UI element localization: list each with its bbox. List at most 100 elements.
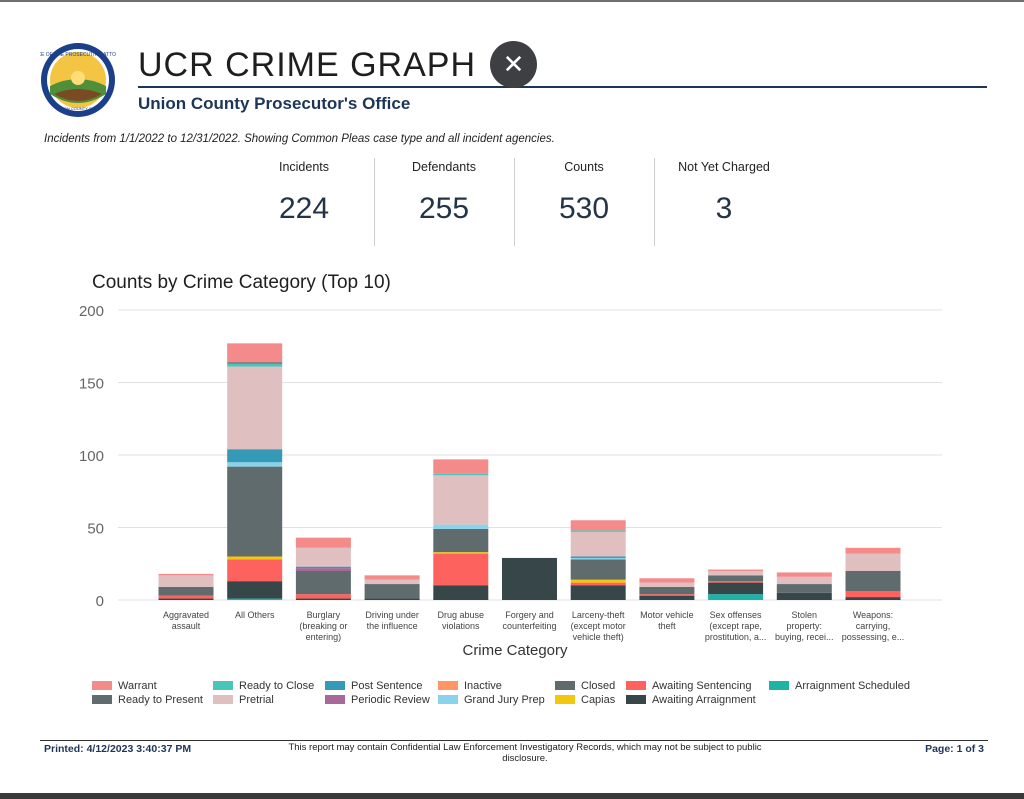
bar-segment bbox=[776, 584, 832, 593]
bar-segment bbox=[845, 553, 901, 571]
bar-segment bbox=[708, 581, 764, 583]
bar-segment bbox=[639, 578, 695, 583]
legend-item[interactable]: Grand Jury Prep bbox=[438, 694, 545, 706]
bar-segment bbox=[570, 530, 626, 532]
x-tick-label: Motor vehicle bbox=[640, 610, 694, 620]
x-tick-label: theft bbox=[658, 621, 676, 631]
x-tick-label: All Others bbox=[235, 610, 275, 620]
legend-item[interactable]: Periodic Review bbox=[325, 694, 430, 706]
legend-swatch bbox=[626, 680, 646, 690]
filter-description: Incidents from 1/1/2022 to 12/31/2022. S… bbox=[44, 133, 555, 145]
bar-segment bbox=[158, 595, 214, 599]
legend-item[interactable]: Arraignment Scheduled bbox=[769, 680, 910, 692]
legend-label: Closed bbox=[581, 680, 616, 692]
kpi-defendants: Defendants 255 bbox=[374, 156, 514, 248]
bar-segment bbox=[502, 557, 557, 600]
legend-item[interactable]: Warrant bbox=[92, 680, 157, 692]
bar-segment bbox=[776, 572, 832, 577]
legend-swatch bbox=[92, 694, 112, 704]
bar-segment bbox=[295, 537, 351, 548]
bar-segment bbox=[570, 582, 626, 586]
bar-segment bbox=[708, 571, 764, 576]
bar-segment bbox=[708, 594, 764, 600]
legend-label: Awaiting Arraignment bbox=[652, 694, 756, 706]
y-tick-label: 150 bbox=[79, 376, 104, 393]
legend-item[interactable]: Awaiting Sentencing bbox=[626, 680, 751, 692]
bar-segment bbox=[433, 552, 489, 554]
x-tick-label: Drug abuse bbox=[438, 610, 485, 620]
bar-segment bbox=[158, 575, 214, 587]
bar-segment bbox=[433, 473, 489, 476]
x-tick-label: (except rape, bbox=[709, 621, 762, 631]
printed-timestamp: Printed: 4/12/2023 3:40:37 PM bbox=[44, 743, 192, 755]
x-tick-label: property: bbox=[787, 621, 823, 631]
bar-segment bbox=[570, 531, 626, 557]
legend-label: Ready to Close bbox=[239, 680, 315, 692]
bar-segment bbox=[570, 559, 626, 580]
close-button[interactable]: ✕ bbox=[490, 41, 537, 88]
legend-item[interactable]: Capias bbox=[555, 694, 615, 706]
bar-segment bbox=[364, 598, 420, 600]
bar-segment bbox=[227, 556, 283, 560]
bar-segment bbox=[433, 524, 489, 529]
kpi-incidents: Incidents 224 bbox=[234, 156, 374, 248]
bar-segment bbox=[708, 582, 764, 595]
bar-segment bbox=[570, 520, 626, 531]
bar-segment bbox=[845, 591, 901, 598]
legend-swatch bbox=[438, 694, 458, 704]
kpi-value: 3 bbox=[715, 192, 733, 225]
bar-segment bbox=[639, 595, 695, 600]
x-tick-label: buying, recei... bbox=[775, 632, 834, 642]
bar-segment bbox=[227, 343, 283, 363]
bar-segment bbox=[364, 575, 420, 580]
bar-segment bbox=[227, 598, 283, 600]
y-tick-label: 200 bbox=[79, 303, 104, 320]
kpi-label: Defendants bbox=[412, 160, 476, 174]
page-number: Page: 1 of 3 bbox=[925, 743, 984, 755]
legend-item[interactable]: Post Sentence bbox=[325, 680, 423, 692]
svg-text:OFFICE OF THE PROSECUTING ATTO: OFFICE OF THE PROSECUTING ATTORNEY bbox=[40, 52, 116, 58]
bottom-border bbox=[0, 793, 1024, 799]
bar-segment bbox=[433, 528, 489, 553]
legend-label: Inactive bbox=[464, 680, 502, 692]
legend-swatch bbox=[213, 694, 233, 704]
legend-label: Awaiting Sentencing bbox=[652, 680, 752, 692]
kpi-divider bbox=[654, 158, 655, 246]
bar-segment bbox=[364, 584, 420, 599]
kpi-label: Counts bbox=[564, 160, 604, 174]
bar-segment bbox=[570, 557, 626, 560]
legend-swatch bbox=[438, 680, 458, 690]
legend-item[interactable]: Awaiting Arraignment bbox=[626, 694, 756, 706]
bar-segment bbox=[158, 586, 214, 596]
bar-segment bbox=[776, 592, 832, 600]
bar-segment bbox=[845, 571, 901, 592]
legend-item[interactable]: Inactive bbox=[438, 680, 502, 692]
x-axis-title: Crime Category bbox=[462, 642, 568, 659]
chart-title: Counts by Crime Category (Top 10) bbox=[92, 272, 391, 293]
bar-segment bbox=[776, 576, 832, 585]
x-tick-label: Weapons: bbox=[853, 610, 893, 620]
x-tick-label: Driving under bbox=[365, 610, 419, 620]
legend-label: Arraignment Scheduled bbox=[795, 680, 910, 692]
bar-segment bbox=[433, 585, 489, 600]
legend-item[interactable]: Pretrial bbox=[213, 694, 274, 706]
bar-segment bbox=[845, 547, 901, 554]
legend-swatch bbox=[92, 680, 112, 690]
bar-segment bbox=[433, 553, 489, 586]
legend-item[interactable]: Ready to Close bbox=[213, 680, 314, 692]
bar-segment bbox=[295, 598, 351, 600]
legend-item[interactable]: Closed bbox=[555, 680, 615, 692]
bar-segment bbox=[227, 466, 283, 557]
bar-segment bbox=[570, 556, 626, 558]
legend-item[interactable]: Ready to Present bbox=[92, 694, 203, 706]
x-tick-label: (breaking or bbox=[299, 621, 347, 631]
bar-segment bbox=[295, 594, 351, 599]
kpi-divider bbox=[514, 158, 515, 246]
page-title: UCR CRIME GRAPH bbox=[138, 46, 477, 84]
x-tick-label: Aggravated bbox=[163, 610, 209, 620]
legend-swatch bbox=[769, 680, 789, 690]
x-tick-label: possessing, e... bbox=[842, 632, 905, 642]
kpi-divider bbox=[374, 158, 375, 246]
kpi-counts: Counts 530 bbox=[514, 156, 654, 248]
